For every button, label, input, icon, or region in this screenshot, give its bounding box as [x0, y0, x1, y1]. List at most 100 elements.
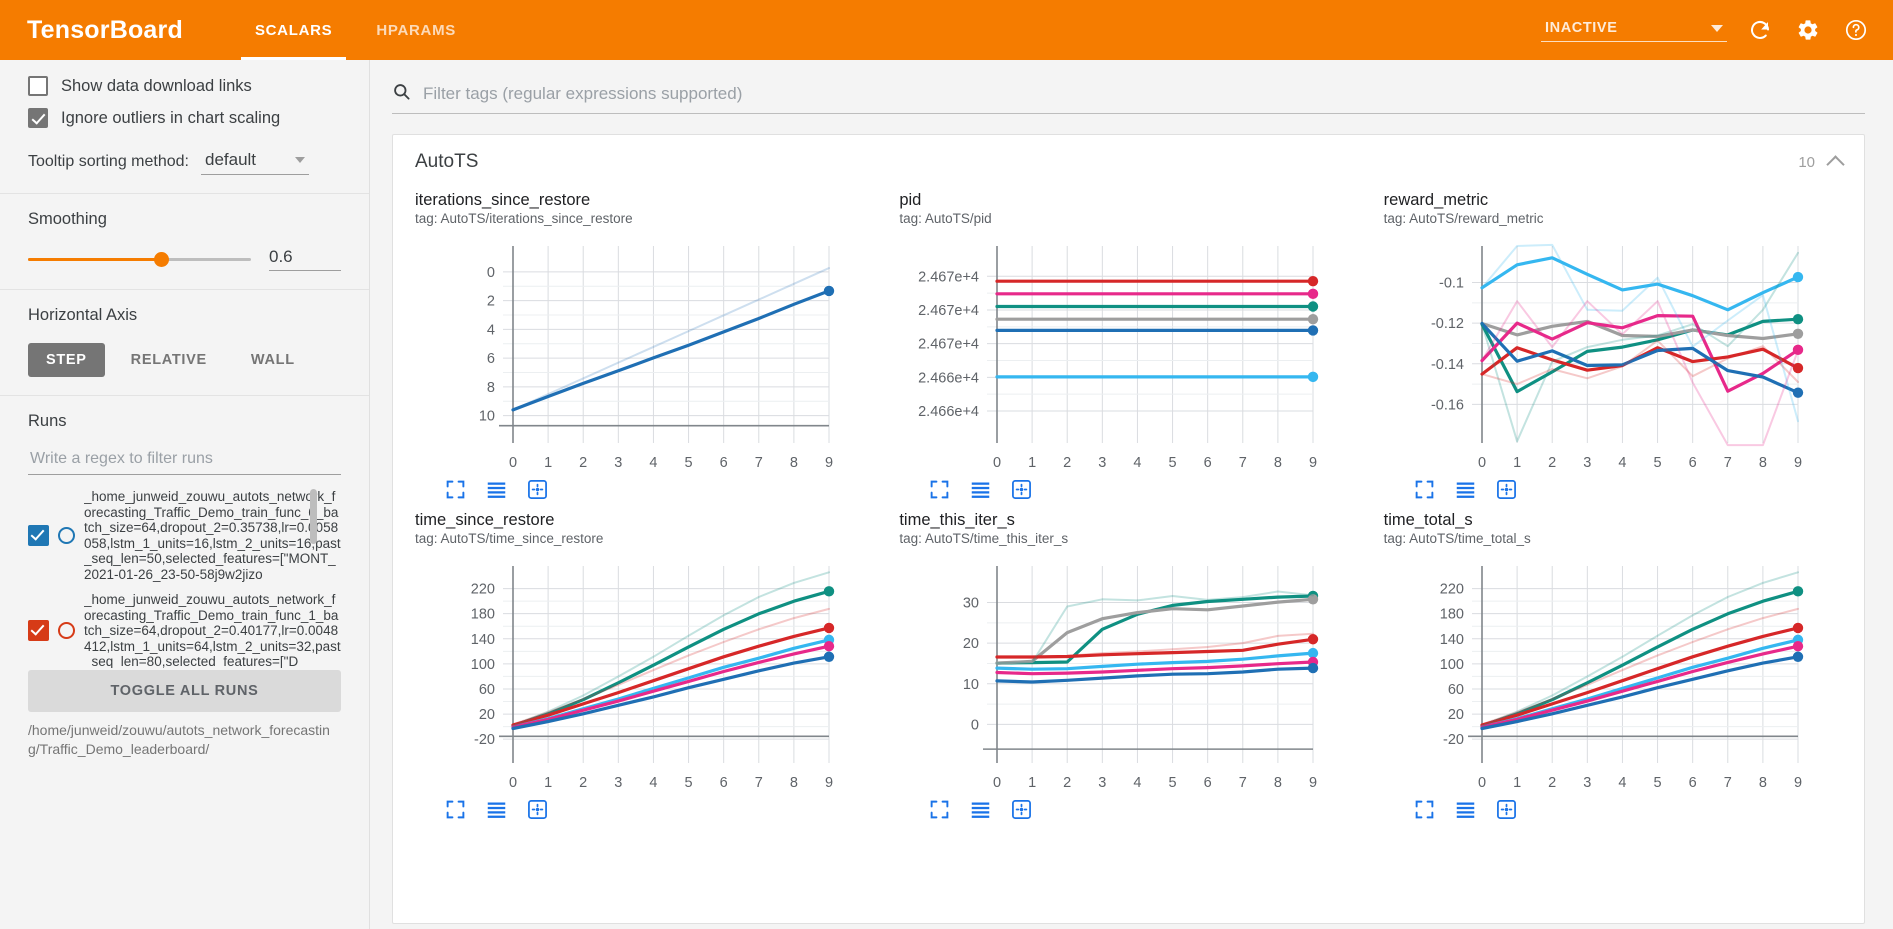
run-list-item[interactable]: _home_junweid_zouwu_autots_network_forec…	[28, 489, 341, 582]
x-axis-tick-label: 1	[1028, 455, 1036, 471]
axis-option-step[interactable]: STEP	[28, 343, 105, 377]
active-state-value: INACTIVE	[1545, 20, 1618, 36]
chart-series-line	[512, 267, 830, 411]
chart-series-endpoint	[823, 586, 835, 597]
expand-chart-icon[interactable]	[445, 479, 466, 505]
chart-grid: iterations_since_restore tag: AutoTS/iter…	[393, 185, 1864, 825]
tag-filter-wrap	[392, 82, 1865, 114]
show-download-links-checkbox[interactable]	[28, 76, 48, 96]
reset-zoom-icon[interactable]	[1011, 479, 1032, 505]
chart-title: time_total_s	[1383, 511, 1473, 529]
y-axis-tick-label: 20	[963, 636, 979, 652]
chart-plot[interactable]: 2.467e+4 2.467e+4 2.467e+4 2.466e+4 2.466e+4…	[899, 232, 1339, 477]
axis-option-wall[interactable]: WALL	[233, 343, 313, 377]
chart-series-endpoint	[1308, 647, 1319, 659]
chart-title: pid	[899, 191, 922, 209]
chart-series-line	[1480, 655, 1800, 731]
gear-icon[interactable]	[1793, 15, 1823, 45]
ignore-outliers-row[interactable]: Ignore outliers in chart scaling	[28, 108, 341, 128]
toggle-y-axis-log-icon[interactable]	[970, 479, 991, 505]
toggle-all-runs-button[interactable]: TOGGLE ALL RUNS	[28, 670, 341, 712]
tab-hparams[interactable]: HPARAMS	[354, 0, 478, 60]
chart-series-line	[1480, 626, 1800, 727]
smoothing-row: 0.6	[28, 247, 341, 271]
app-brand: TensorBoard	[27, 15, 183, 44]
y-axis-tick-label: 2.466e+4	[918, 404, 979, 420]
run-filter-input[interactable]	[28, 449, 341, 469]
x-axis-tick-label: 7	[1723, 455, 1731, 471]
x-axis-tick-label: 0	[993, 455, 1001, 471]
y-axis-tick-label: 2.466e+4	[918, 370, 979, 386]
reset-zoom-icon[interactable]	[1011, 799, 1032, 825]
x-axis-tick-label: 9	[1794, 455, 1802, 471]
chart-tag: tag: AutoTS/time_total_s	[1383, 531, 1531, 546]
run-color-swatch[interactable]	[58, 622, 75, 640]
run-color-swatch[interactable]	[58, 527, 75, 544]
expand-chart-icon[interactable]	[1414, 799, 1435, 825]
chart-series-line	[995, 660, 1315, 676]
run-label: _home_junweid_zouwu_autots_network_forec…	[84, 592, 341, 668]
chevron-down-icon	[1711, 24, 1723, 32]
x-axis-tick-label: 5	[685, 775, 693, 791]
tab-scalars[interactable]: SCALARS	[233, 0, 354, 60]
active-state-selector[interactable]: INACTIVE	[1541, 18, 1727, 42]
show-download-links-label: Show data download links	[61, 76, 252, 95]
expand-chart-icon[interactable]	[445, 799, 466, 825]
axis-option-relative[interactable]: RELATIVE	[113, 343, 225, 377]
toggle-y-axis-log-icon[interactable]	[1455, 799, 1476, 825]
card-count: 10	[1798, 153, 1815, 171]
smoothing-value-input[interactable]: 0.6	[269, 247, 341, 271]
x-axis-tick-label: 3	[614, 455, 622, 471]
reset-zoom-icon[interactable]	[1496, 479, 1517, 505]
toggle-y-axis-log-icon[interactable]	[1455, 479, 1476, 505]
chart-series-line	[512, 571, 830, 727]
chevron-up-icon[interactable]	[1826, 154, 1845, 174]
run-list-scrollbar[interactable]	[310, 489, 317, 544]
chart-series-line	[1480, 346, 1800, 376]
tooltip-sorting-select[interactable]: default	[200, 150, 309, 175]
tag-filter-input[interactable]	[421, 83, 1865, 105]
reset-zoom-icon[interactable]	[527, 799, 548, 825]
x-axis-tick-label: 9	[1309, 455, 1317, 471]
chart-series-endpoint	[1308, 662, 1319, 674]
x-axis-tick-label: 7	[755, 455, 763, 471]
x-axis-tick-label: 7	[1239, 455, 1247, 471]
toggle-y-axis-log-icon[interactable]	[970, 799, 991, 825]
x-axis-tick-label: 0	[509, 775, 517, 791]
run-checkbox[interactable]	[28, 525, 49, 546]
logdir-path: /home/junweid/zouwu/autots_network_forec…	[28, 722, 330, 757]
expand-chart-icon[interactable]	[929, 799, 950, 825]
y-axis-tick-label: 60	[1448, 682, 1464, 698]
x-axis-tick-label: 3	[1099, 775, 1107, 791]
run-checkbox[interactable]	[28, 620, 49, 642]
y-axis-tick-label: 180	[471, 607, 495, 623]
chart-plot[interactable]: -0.1 -0.12 -0.14 -0.16 0 1 2 3 4 5 6 7 8 9	[1384, 232, 1824, 477]
chart-plot[interactable]: 220 180 140 100 60 20 -20 0 1 2 3 4 5 6 7 8 9	[1384, 552, 1824, 797]
chart-plot[interactable]: 0 2 4 6 8 10 0 1 2 3 4 5 6 7 8 9	[415, 232, 855, 477]
toggle-y-axis-log-icon[interactable]	[486, 799, 507, 825]
y-axis-tick-label: 6	[487, 351, 495, 367]
expand-chart-icon[interactable]	[1414, 479, 1435, 505]
card-header[interactable]: AutoTS 10	[393, 135, 1864, 185]
smoothing-slider[interactable]	[28, 249, 251, 269]
chart-series-line	[996, 632, 1315, 658]
toggle-y-axis-log-icon[interactable]	[486, 479, 507, 505]
chart-action-bar	[415, 479, 875, 505]
smoothing-title: Smoothing	[28, 210, 107, 228]
help-icon[interactable]	[1841, 15, 1871, 45]
expand-chart-icon[interactable]	[929, 479, 950, 505]
run-list-item[interactable]: _home_junweid_zouwu_autots_network_forec…	[28, 592, 341, 668]
show-download-links-row[interactable]: Show data download links	[28, 76, 341, 96]
reset-zoom-icon[interactable]	[1496, 799, 1517, 825]
refresh-icon[interactable]	[1745, 15, 1775, 45]
chart-plot[interactable]: 30 20 10 0 0 1 2 3 4 5 6 7 8 9	[899, 552, 1339, 797]
x-axis-tick-label: 8	[1759, 455, 1767, 471]
chart-plot[interactable]: 220 180 140 100 60 20 -20 0 1 2 3 4 5 6 7 8 9	[415, 552, 855, 797]
chart-series-line	[511, 289, 831, 412]
x-axis-tick-label: 3	[1583, 775, 1591, 791]
x-axis-tick-label: 0	[509, 455, 517, 471]
tooltip-sorting-label: Tooltip sorting method:	[28, 153, 189, 170]
reset-zoom-icon[interactable]	[527, 479, 548, 505]
ignore-outliers-checkbox[interactable]	[28, 108, 48, 128]
slider-knob[interactable]	[154, 251, 170, 267]
